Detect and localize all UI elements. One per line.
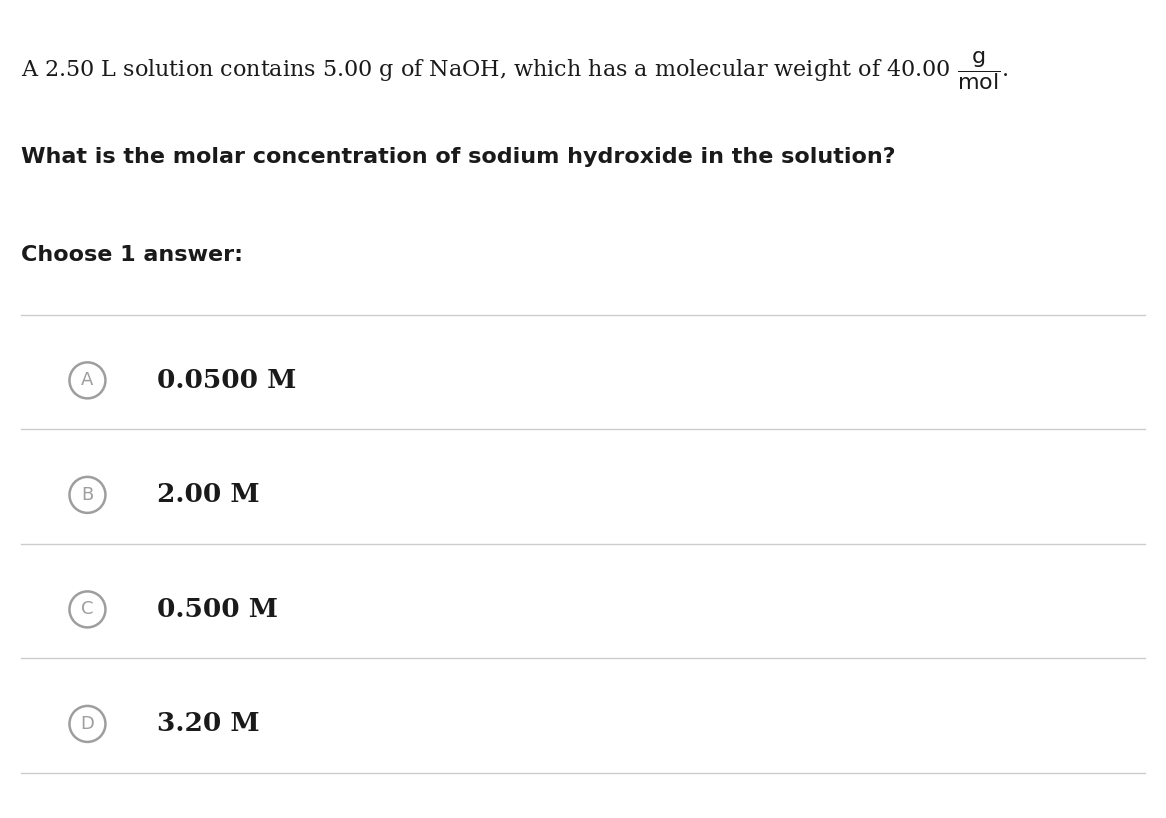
Text: 0.0500 M: 0.0500 M	[157, 368, 297, 393]
Text: 2.00 M: 2.00 M	[157, 483, 260, 507]
Text: 0.500 M: 0.500 M	[157, 597, 279, 622]
Text: A: A	[82, 371, 93, 389]
Text: D: D	[80, 715, 94, 733]
Text: B: B	[82, 486, 93, 504]
Text: C: C	[82, 600, 93, 618]
Text: Choose 1 answer:: Choose 1 answer:	[21, 245, 243, 265]
Text: 3.20 M: 3.20 M	[157, 712, 260, 736]
Text: A 2.50 L solution contains 5.00 g of NaOH, which has a molecular weight of 40.00: A 2.50 L solution contains 5.00 g of NaO…	[21, 49, 1009, 92]
Text: What is the molar concentration of sodium hydroxide in the solution?: What is the molar concentration of sodiu…	[21, 147, 895, 167]
